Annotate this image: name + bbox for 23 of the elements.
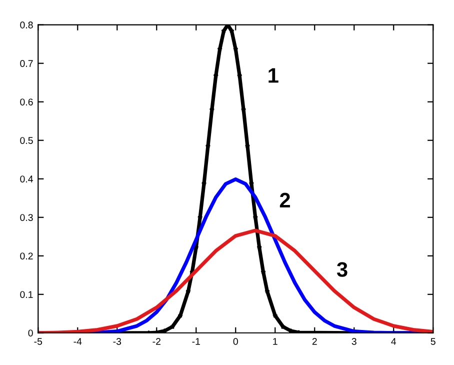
x-tick-label: 0 xyxy=(233,338,238,345)
x-tick-label: -3 xyxy=(113,338,122,345)
y-tick-label: 0.6 xyxy=(20,98,33,106)
x-tick-label: -5 xyxy=(34,338,42,345)
y-tick-label: 0.8 xyxy=(20,22,33,28)
annotation: 1 xyxy=(268,68,278,83)
annotation: 2 xyxy=(280,192,290,208)
y-tick-label: 0 xyxy=(28,330,33,336)
y-tick-label: 0.2 xyxy=(20,252,33,260)
x-tick-label: -4 xyxy=(74,338,82,345)
x-tick-label: -1 xyxy=(192,338,200,345)
y-tick-label: 0.3 xyxy=(20,214,33,221)
y-tick-label: 0.5 xyxy=(20,137,33,144)
y-tick-label: 0.7 xyxy=(20,60,33,67)
x-tick-label: 4 xyxy=(391,338,396,345)
annotation: 3 xyxy=(336,262,348,277)
x-tick-label: -2 xyxy=(152,338,160,345)
x-tick-label: 2 xyxy=(312,338,317,345)
y-tick-label: 0.4 xyxy=(20,176,33,182)
x-tick-label: 5 xyxy=(430,338,436,345)
x-tick-label: 3 xyxy=(352,338,356,345)
x-tick-label: 1 xyxy=(273,338,278,345)
y-tick-label: 0.1 xyxy=(20,291,33,298)
